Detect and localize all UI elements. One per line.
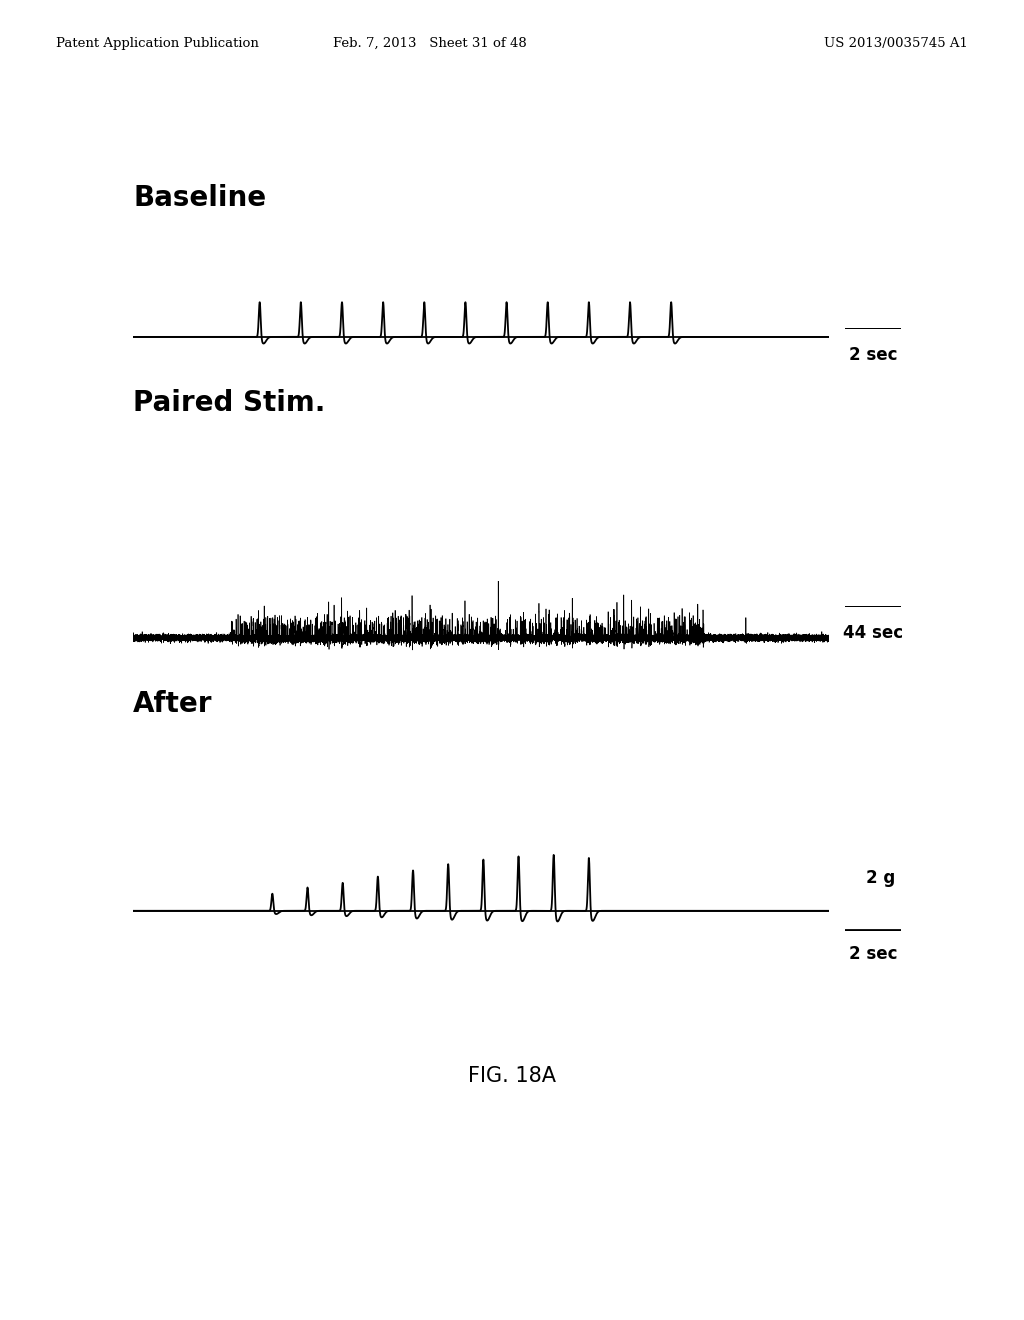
Text: 2 g: 2 g xyxy=(866,869,896,887)
Text: Paired Stim.: Paired Stim. xyxy=(133,388,326,417)
Text: 44 sec: 44 sec xyxy=(843,624,903,642)
Text: US 2013/0035745 A1: US 2013/0035745 A1 xyxy=(823,37,968,50)
Text: FIG. 18A: FIG. 18A xyxy=(468,1065,556,1086)
Text: Baseline: Baseline xyxy=(133,183,266,213)
Text: 2 sec: 2 sec xyxy=(849,945,897,964)
Text: Patent Application Publication: Patent Application Publication xyxy=(56,37,259,50)
Text: Feb. 7, 2013   Sheet 31 of 48: Feb. 7, 2013 Sheet 31 of 48 xyxy=(333,37,527,50)
Text: After: After xyxy=(133,689,213,718)
Text: 2 sec: 2 sec xyxy=(849,346,897,364)
